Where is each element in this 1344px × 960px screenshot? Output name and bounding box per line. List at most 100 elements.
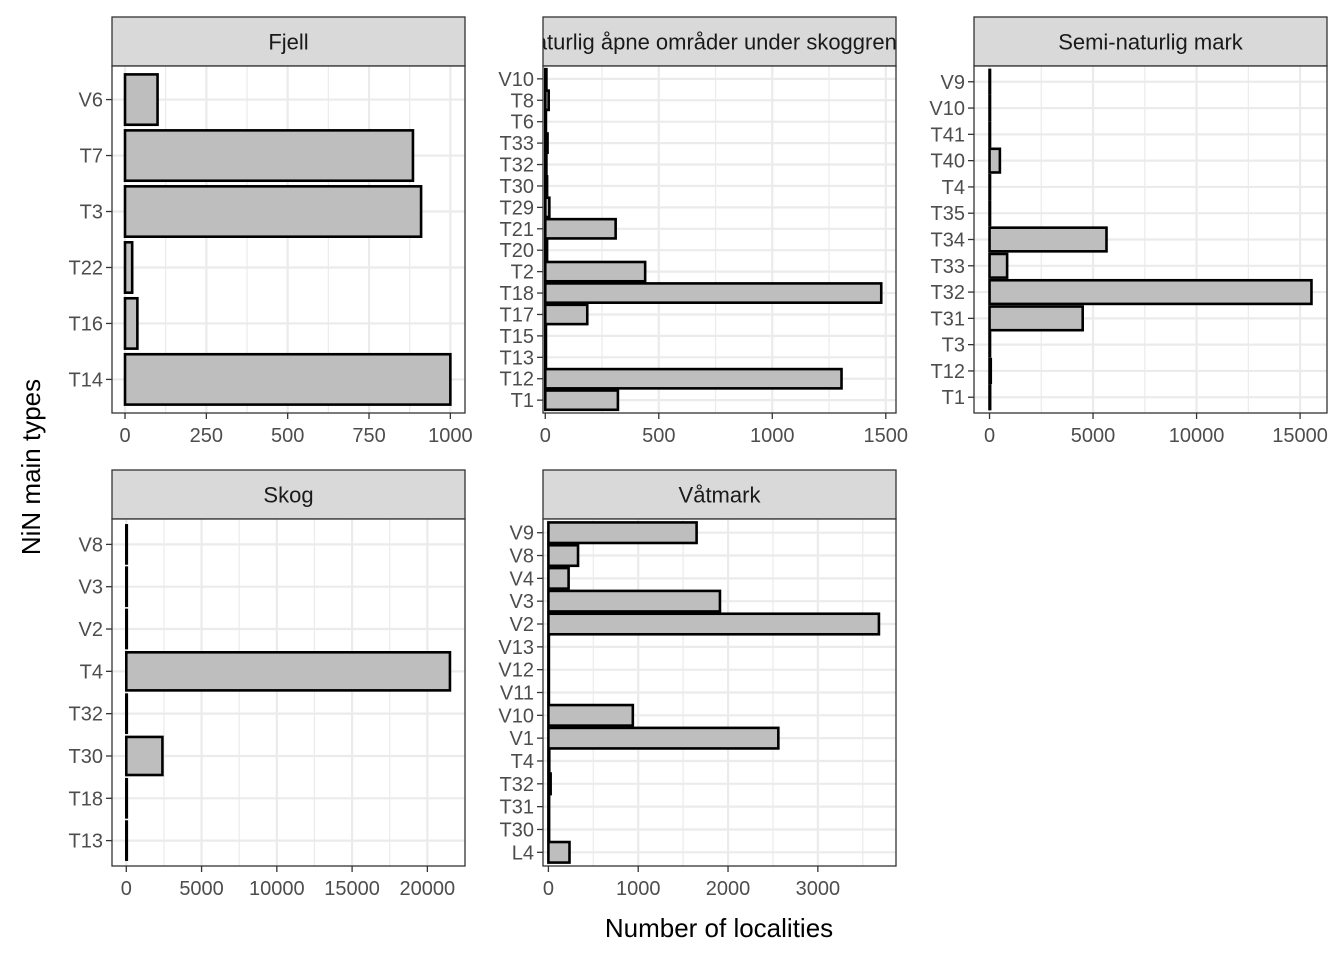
facet-panel: Fjell V6 T7 T3 T22 T16 T14 0 250 500 750 1000 (69, 16, 473, 447)
y-tick-label: V3 (510, 591, 534, 613)
bar-v2 (125, 608, 129, 650)
bar-t6 (543, 110, 548, 133)
x-tick-label: 250 (190, 425, 223, 447)
bar-v2 (547, 612, 881, 636)
bar-t34 (988, 226, 1108, 253)
y-tick-label: T32 (931, 282, 965, 304)
y-tick-label: V10 (929, 98, 965, 120)
y-tick-label: T30 (500, 176, 534, 198)
x-tick-label: 500 (271, 425, 304, 447)
x-tick-label: 2000 (706, 878, 751, 900)
bar-t32 (547, 772, 552, 796)
x-tick-label: 15000 (324, 878, 380, 900)
y-tick-label: V13 (498, 637, 534, 659)
x-tick-label: 0 (540, 425, 551, 447)
bar-v10 (547, 703, 635, 727)
y-tick-label: T13 (69, 831, 103, 853)
bar-v12 (547, 658, 551, 682)
y-tick-label: T6 (511, 112, 534, 134)
y-tick-label: V10 (498, 69, 534, 91)
bar-v11 (547, 680, 551, 705)
y-tick-label: T12 (500, 369, 534, 391)
y-tick-label: T13 (500, 347, 534, 369)
y-tick-label: T33 (500, 133, 534, 155)
x-tick-label: 10000 (249, 878, 305, 900)
y-tick-label: V1 (510, 728, 534, 750)
y-tick-label: T18 (500, 283, 534, 305)
y-tick-label: T12 (931, 361, 965, 383)
facet-strip (111, 469, 466, 520)
facet-title: Naturlig åpne områder under skoggrensa (519, 30, 921, 55)
panel-background (112, 519, 465, 866)
bar-v10 (543, 67, 548, 90)
bar-t30 (543, 175, 549, 197)
bar-v13 (547, 635, 551, 659)
y-tick-label: T20 (500, 240, 534, 262)
bar-t29 (543, 196, 551, 219)
y-tick-label: T22 (69, 257, 103, 279)
x-tick-label: 0 (984, 425, 995, 447)
facet-title: Skog (263, 483, 313, 508)
x-tick-label: 500 (642, 425, 675, 447)
bar-t1 (543, 389, 620, 412)
panel-border (542, 65, 897, 414)
bar-t1 (988, 384, 992, 411)
bar-t22 (123, 240, 134, 294)
y-tick-label: T3 (942, 335, 965, 357)
y-tick-label: T1 (942, 387, 965, 409)
bar-t20 (543, 239, 549, 262)
x-tick-label: 1000 (616, 878, 661, 900)
bar-t41 (988, 121, 992, 148)
facet-panel: Semi-naturlig mark V9 V10 T41 T40 T4 T35 T34 T33… (929, 16, 1328, 447)
y-tick-label: T7 (80, 146, 103, 168)
y-tick-label: T3 (80, 202, 103, 224)
y-tick-label: T35 (931, 203, 965, 225)
bar-t4 (125, 650, 452, 692)
x-tick-label: 0 (119, 425, 130, 447)
bar-v8 (125, 524, 129, 565)
bar-v3 (547, 589, 722, 613)
x-axis-title: Number of localities (605, 913, 833, 943)
bar-t35 (988, 200, 992, 227)
x-tick-label: 15000 (1272, 425, 1328, 447)
bar-t18 (125, 777, 129, 819)
y-tick-label: T8 (511, 90, 534, 112)
y-tick-label: T18 (69, 788, 103, 810)
bar-t3 (988, 331, 992, 358)
bar-v1 (547, 726, 780, 750)
facet-panel: Naturlig åpne områder under skoggrensa V1… (498, 16, 921, 447)
panel-border (111, 65, 466, 414)
y-tick-label: T2 (511, 262, 534, 284)
y-tick-label: T17 (500, 304, 534, 326)
x-tick-label: 1000 (750, 425, 795, 447)
bar-t32 (988, 278, 1313, 306)
y-tick-label: V4 (510, 568, 534, 590)
x-tick-label: 0 (543, 878, 554, 900)
y-tick-label: T40 (931, 151, 965, 173)
y-tick-label: T30 (69, 746, 103, 768)
y-tick-label: T4 (80, 661, 103, 683)
y-tick-label: V2 (79, 619, 103, 641)
bar-v4 (547, 566, 570, 590)
y-tick-label: T32 (69, 704, 103, 726)
bar-t7 (123, 129, 415, 183)
bar-t31 (547, 795, 551, 819)
y-tick-label: T14 (69, 369, 103, 391)
y-tick-label: T29 (500, 197, 534, 219)
facet-strip (973, 16, 1328, 67)
bar-t16 (123, 296, 139, 350)
y-tick-label: T21 (500, 219, 534, 241)
panel-border (111, 518, 466, 867)
bar-t21 (543, 217, 617, 240)
bar-t18 (543, 282, 883, 304)
bar-t12 (988, 357, 993, 385)
bar-l4 (547, 840, 571, 864)
y-tick-label: L4 (512, 842, 534, 864)
bar-t15 (543, 324, 548, 347)
bar-v10 (988, 94, 992, 122)
y-tick-label: V10 (498, 705, 534, 727)
bar-t33 (988, 252, 1009, 279)
y-tick-label: T30 (500, 819, 534, 841)
y-tick-label: V8 (510, 546, 534, 568)
y-tick-label: T31 (500, 797, 534, 819)
